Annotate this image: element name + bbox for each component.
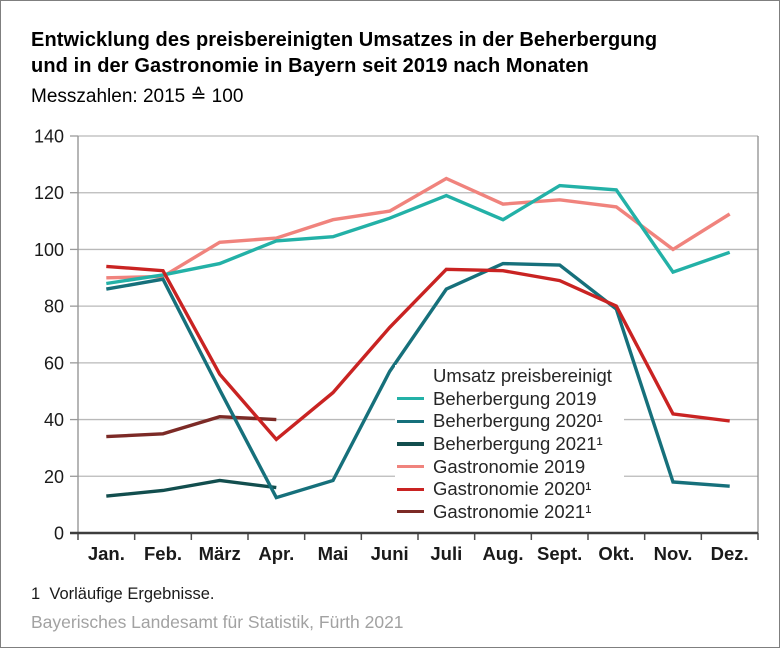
- footnote: 1 Vorläufige Ergebnisse.: [31, 585, 215, 603]
- legend-item-label: Beherbergung 2021¹: [433, 433, 603, 455]
- legend-line-swatch: [397, 510, 424, 514]
- legend-item: Beherbergung 2019: [397, 388, 612, 411]
- legend-title: Umsatz preisbereinigt: [433, 365, 612, 387]
- x-tick-label: Sept.: [537, 543, 582, 564]
- y-tick-label: 120: [34, 183, 64, 203]
- series-line: [106, 478, 277, 498]
- x-tick-label: Feb.: [144, 543, 182, 564]
- legend-item-label: Gastronomie 2020¹: [433, 478, 592, 500]
- legend-item: Gastronomie 2021¹: [397, 501, 612, 524]
- legend-line-swatch: [397, 397, 424, 401]
- x-tick-label: Jan.: [88, 543, 125, 564]
- page-title-line2: und in der Gastronomie in Bayern seit 20…: [31, 55, 589, 77]
- legend-item: Beherbergung 2021¹: [397, 433, 612, 456]
- y-tick-label: 100: [34, 240, 64, 260]
- source-attribution: Bayerisches Landesamt für Statistik, Für…: [31, 612, 404, 632]
- x-tick-label: Okt.: [598, 543, 634, 564]
- y-tick-label: 0: [54, 524, 64, 544]
- page-subtitle: Messzahlen: 2015 ≙ 100: [31, 86, 244, 107]
- legend-item-label: Beherbergung 2020¹: [433, 410, 603, 432]
- legend-item-label: Gastronomie 2021¹: [433, 500, 592, 522]
- series-line: [106, 414, 277, 439]
- legend-item-label: Beherbergung 2019: [433, 387, 597, 409]
- y-tick-label: 140: [34, 127, 64, 147]
- page-title-line1: Entwicklung des preisbereinigten Umsatze…: [31, 29, 658, 51]
- chart-legend: Umsatz preisbereinigt Beherbergung 2019 …: [395, 365, 624, 526]
- y-tick-label: 60: [44, 353, 64, 373]
- series-line: [106, 183, 731, 286]
- x-tick-label: Mai: [318, 543, 349, 564]
- y-tick-label: 40: [44, 410, 64, 430]
- legend-line-swatch: [397, 442, 424, 446]
- x-tick-label: Aug.: [482, 543, 523, 564]
- x-tick-label: März: [199, 543, 241, 564]
- legend-line-swatch: [397, 419, 424, 424]
- y-tick-label: 80: [44, 297, 64, 317]
- legend-item: Gastronomie 2019: [397, 455, 612, 478]
- legend-line-swatch: [397, 487, 424, 491]
- legend-item: Beherbergung 2020¹: [397, 410, 612, 433]
- x-tick-label: Juni: [371, 543, 409, 564]
- series-line: [106, 176, 731, 280]
- x-tick-label: Nov.: [654, 543, 693, 564]
- x-tick-label: Apr.: [258, 543, 294, 564]
- y-tick-label: 20: [44, 467, 64, 487]
- legend-item: Gastronomie 2020¹: [397, 478, 612, 501]
- x-tick-label: Dez.: [711, 543, 749, 564]
- x-tick-label: Juli: [430, 543, 462, 564]
- series-line: [106, 264, 730, 442]
- series-line: [106, 261, 730, 500]
- legend-item-label: Gastronomie 2019: [433, 455, 586, 477]
- legend-line-swatch: [397, 465, 424, 469]
